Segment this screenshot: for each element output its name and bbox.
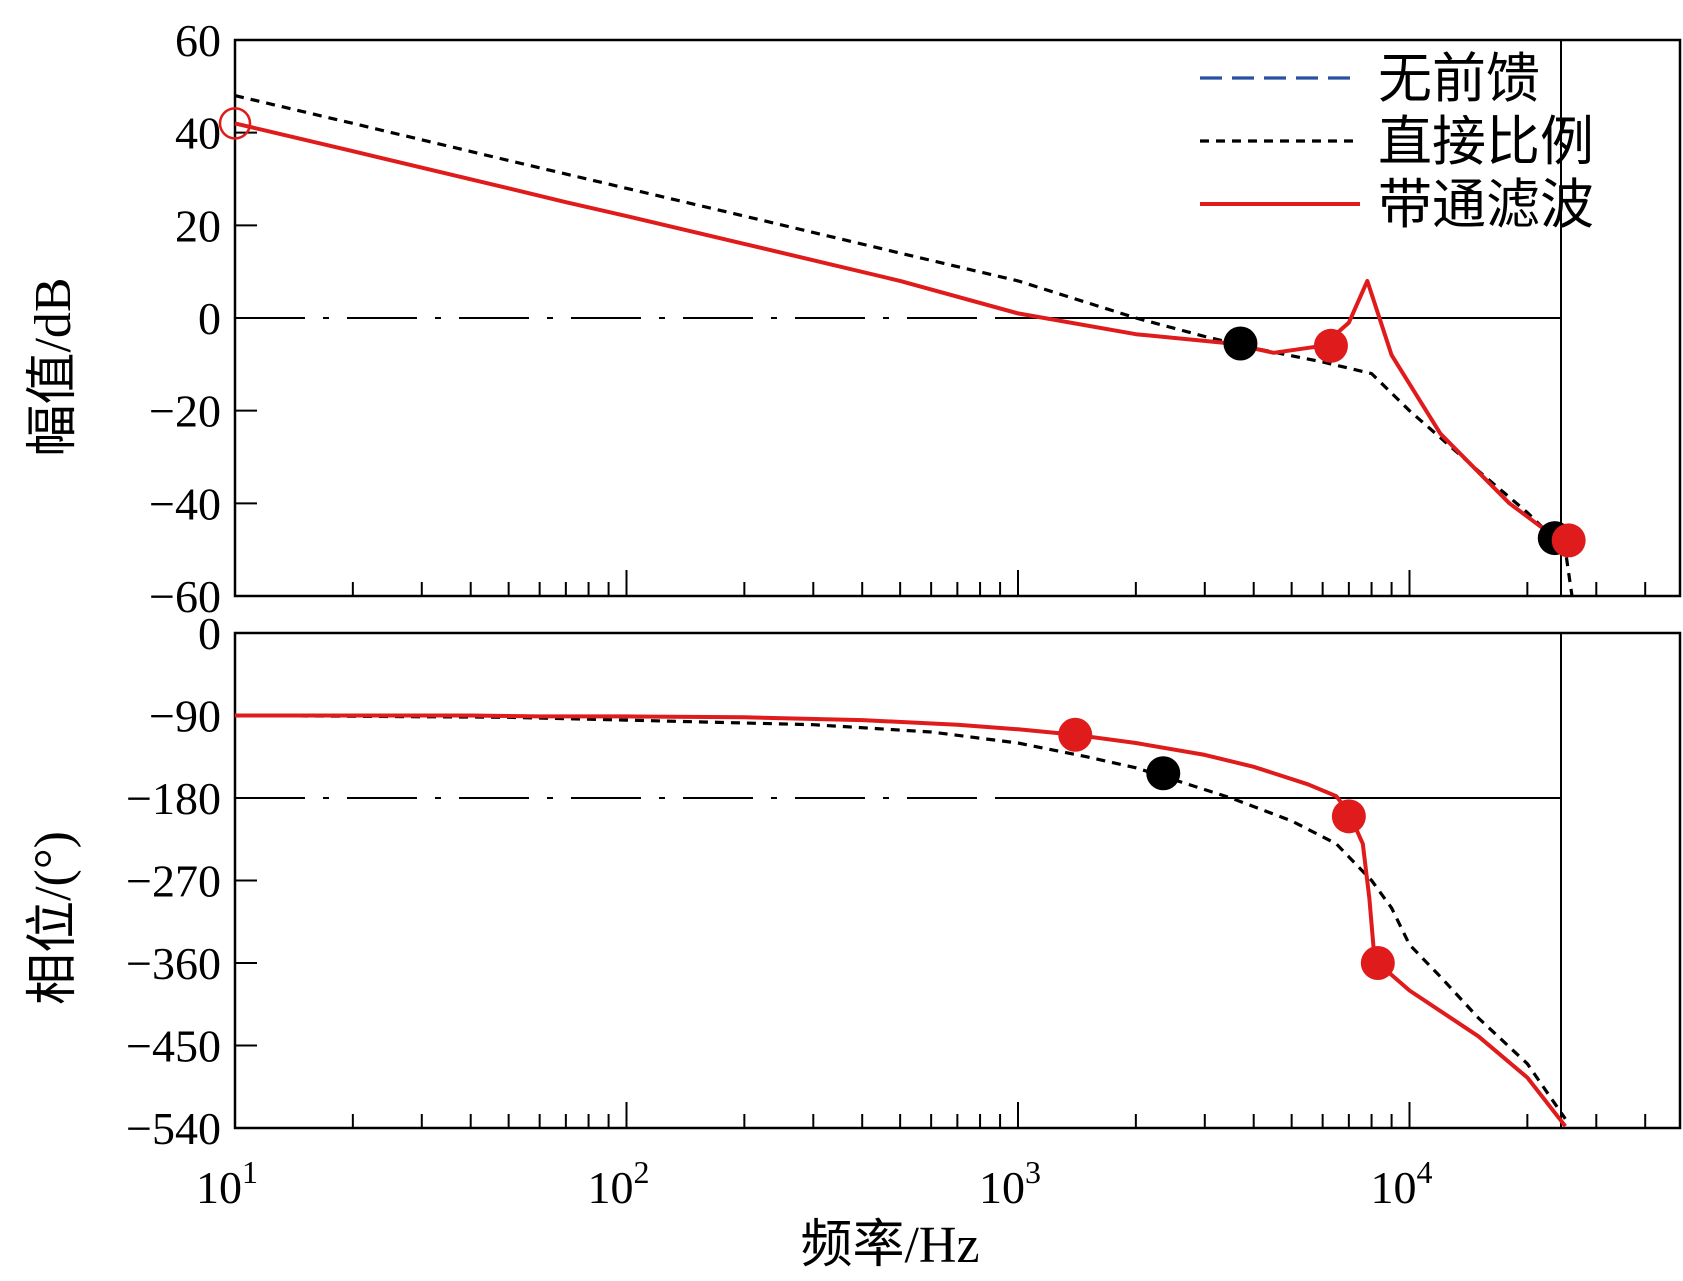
x-tick-label: 103 — [979, 1154, 1041, 1213]
y-tick-label: −40 — [149, 478, 221, 529]
marker-point — [1331, 799, 1366, 834]
series-line — [234, 121, 1567, 547]
x-axis-label: 频率/Hz — [800, 1217, 979, 1274]
y-tick-label: 20 — [175, 200, 221, 251]
y-tick-label: 0 — [198, 293, 221, 344]
x-tick-label: 101 — [196, 1154, 258, 1213]
phase-y-axis-label: 相位/(°) — [25, 831, 82, 1005]
x-tick-label: 104 — [1371, 1154, 1433, 1213]
series-line — [234, 713, 1567, 1120]
y-tick-label: 40 — [175, 108, 221, 159]
marker-point — [1146, 756, 1181, 791]
y-tick-label: −90 — [149, 691, 221, 742]
magnitude-y-axis-label: 幅值/dB — [25, 277, 82, 456]
series-line — [234, 121, 1567, 547]
y-tick-label: −20 — [149, 386, 221, 437]
marker-point — [1360, 946, 1395, 980]
marker-point — [1223, 326, 1258, 361]
y-tick-label: −540 — [126, 1103, 221, 1154]
legend-label: 无前馈 — [1378, 49, 1540, 109]
series-line — [235, 713, 1567, 1128]
magnitude-panel: 60 40 20 0 −20 −40 −60 — [149, 15, 1682, 622]
marker-point — [1551, 523, 1586, 558]
series-line — [235, 713, 1567, 1128]
marker-point — [218, 107, 252, 140]
legend-label: 带通滤波 — [1378, 175, 1594, 235]
legend-label: 直接比例 — [1378, 112, 1594, 172]
y-tick-label: −270 — [126, 856, 221, 907]
y-tick-label: 0 — [198, 608, 221, 659]
y-tick-label: −450 — [126, 1021, 221, 1072]
y-tick-label: −60 — [149, 571, 221, 622]
y-tick-label: 60 — [175, 15, 221, 66]
marker-point — [1058, 717, 1093, 752]
x-tick-label: 102 — [588, 1154, 650, 1213]
y-tick-label: −180 — [126, 773, 221, 824]
plot-frame — [233, 631, 1682, 1130]
series-line — [234, 94, 1574, 597]
marker-point — [1313, 328, 1348, 363]
y-tick-label: −360 — [126, 938, 221, 989]
